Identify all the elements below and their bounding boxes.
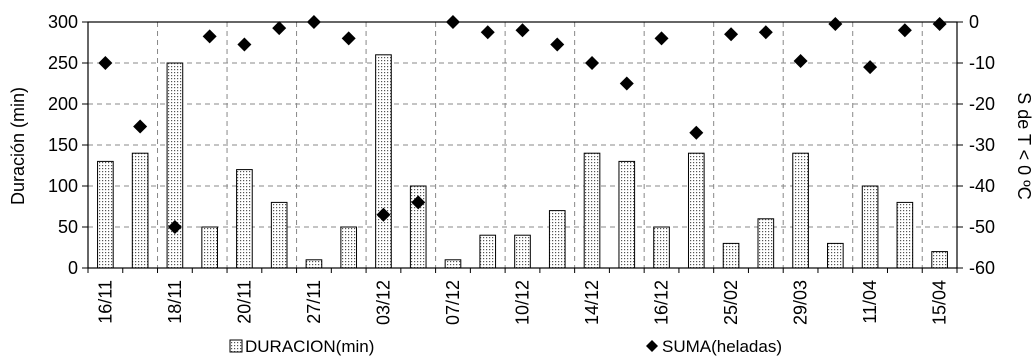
diamond-marker <box>167 220 182 234</box>
x-axis: 16/11 18/11 20/11 27/11 03/12 07/12 10/12 14/12… <box>87 268 958 325</box>
bar <box>375 54 392 269</box>
bar <box>166 62 184 269</box>
bar <box>270 201 288 269</box>
y-tick-label: 200 <box>48 94 78 114</box>
x-tick-label: 16/12 <box>652 280 672 325</box>
bar <box>97 160 114 269</box>
legend: DURACION(min) SUMA(heladas) <box>229 337 782 356</box>
diamond-marker <box>202 29 217 44</box>
legend-swatch-duracion <box>229 339 243 353</box>
x-tick-label: 25/02 <box>721 280 741 325</box>
bar-series-duracion <box>97 54 948 269</box>
legend-marker-suma <box>646 340 658 352</box>
diamond-marker <box>237 37 252 52</box>
bar <box>583 152 601 269</box>
x-tick-label: 18/11 <box>165 280 185 324</box>
diamond-marker <box>654 31 669 46</box>
y2-tick-label: -10 <box>969 53 995 73</box>
diamond-marker <box>480 25 495 40</box>
diamond-marker <box>98 56 113 70</box>
y2-axis-title: S de T < 0 ºC <box>1014 92 1034 199</box>
diamond-marker <box>863 60 878 75</box>
diamond-marker <box>932 17 947 32</box>
y2-tick-label: -50 <box>969 217 995 237</box>
bar <box>444 259 462 269</box>
y-axis-right: -60 -50 -40 -30 -20 -10 0 <box>957 12 995 278</box>
gridlines <box>88 21 957 268</box>
bar <box>896 201 914 269</box>
diamond-marker <box>376 207 391 222</box>
x-tick-label: 16/11 <box>95 280 115 324</box>
diamond-marker <box>793 53 808 68</box>
bar <box>827 242 844 269</box>
y-tick-label: 50 <box>58 217 78 237</box>
x-tick-label: 29/03 <box>791 280 811 325</box>
y-axis-title: Duración (min) <box>8 87 28 205</box>
diamond-marker <box>897 23 912 38</box>
x-tick-label: 10/12 <box>513 280 533 325</box>
y-axis-left: 0 50 100 150 200 250 300 <box>48 12 88 278</box>
bar <box>479 234 497 269</box>
bar <box>931 251 948 269</box>
diamond-marker <box>828 17 843 32</box>
y-tick-label: 300 <box>48 12 78 32</box>
legend-label-duracion: DURACION(min) <box>245 337 374 356</box>
diamond-marker <box>133 119 148 134</box>
diamond-marker <box>585 56 600 70</box>
y2-tick-label: -40 <box>969 176 995 196</box>
diamond-marker <box>272 21 287 36</box>
x-tick-label: 14/12 <box>582 280 602 325</box>
x-tick-label: 03/12 <box>373 280 393 325</box>
diamond-marker <box>341 31 356 46</box>
y2-tick-label: -30 <box>969 135 995 155</box>
bar <box>131 152 149 269</box>
bar <box>201 226 218 269</box>
diamond-marker <box>306 15 321 29</box>
diamond-marker <box>619 76 634 91</box>
bar <box>687 152 705 269</box>
y-tick-label: 150 <box>48 135 78 155</box>
bar <box>861 185 879 269</box>
bar <box>722 242 740 269</box>
diamond-marker <box>445 15 460 29</box>
bar <box>305 259 323 269</box>
bar <box>757 218 775 269</box>
diamond-marker <box>689 125 704 140</box>
bar <box>236 169 253 269</box>
diamond-marker <box>411 195 426 210</box>
diamond-marker <box>515 23 530 38</box>
x-tick-label: 27/11 <box>304 280 324 324</box>
diamond-marker <box>758 25 773 40</box>
bar <box>618 160 636 269</box>
bar <box>514 234 531 269</box>
scatter-series-suma <box>98 15 947 234</box>
diamond-marker <box>724 27 739 42</box>
y2-tick-label: -20 <box>969 94 995 114</box>
diamond-marker <box>550 37 565 52</box>
bar <box>548 210 566 269</box>
bar <box>792 152 809 269</box>
y-tick-label: 0 <box>68 258 78 278</box>
bar <box>653 226 670 269</box>
legend-label-suma: SUMA(heladas) <box>662 337 782 356</box>
y2-tick-label: -60 <box>969 258 995 278</box>
bar <box>340 226 358 269</box>
y-tick-label: 100 <box>48 176 78 196</box>
x-tick-label: 20/11 <box>234 280 254 324</box>
x-tick-label: 07/12 <box>443 280 463 325</box>
y-tick-label: 250 <box>48 53 78 73</box>
y2-tick-label: 0 <box>969 12 979 32</box>
x-tick-label: 11/04 <box>860 280 880 324</box>
x-tick-label: 15/04 <box>930 280 950 325</box>
